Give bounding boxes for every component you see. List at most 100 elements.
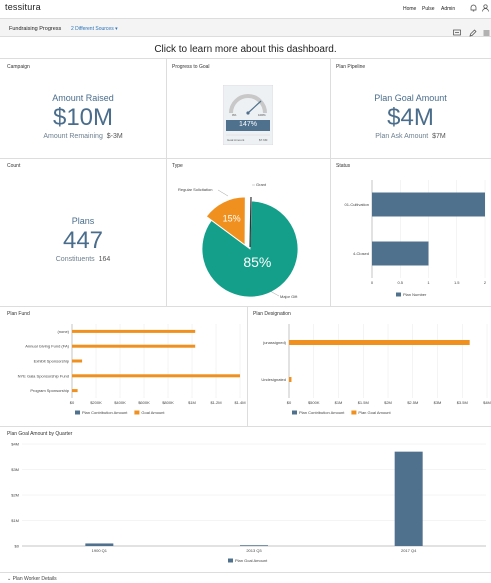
plans-value[interactable]: 447 — [62, 227, 104, 254]
plan-goal-amount-label: Plan Goal Amount — [374, 93, 447, 103]
y-tick-label: $4M — [11, 442, 19, 447]
pie-label-grant: Grant — [256, 182, 267, 187]
sources-dropdown[interactable]: 2 Different Sources ▾ — [71, 26, 118, 32]
bar-goal-amount — [72, 359, 83, 363]
y-tick-label: $1M — [11, 518, 19, 523]
plans-label: Plans — [71, 216, 95, 226]
divider — [330, 58, 331, 158]
pie-slice-grant — [249, 196, 252, 248]
dashboard-info-link[interactable]: Click to learn more about this dashboard… — [154, 44, 337, 55]
divider — [0, 158, 491, 159]
legend-swatch — [75, 410, 80, 415]
y-category-label: Program Sponsorship — [30, 388, 69, 393]
bar-plan-number — [372, 241, 429, 266]
constituents-row: Constituents 164 — [0, 256, 166, 263]
amount-raised-label: Amount Raised — [52, 93, 114, 103]
x-tick-label: 0 — [371, 280, 374, 285]
edit-icon[interactable] — [469, 24, 477, 42]
legend-swatch — [228, 558, 233, 563]
x-tick-label: $4M — [483, 400, 491, 405]
pie-leader-line — [269, 290, 280, 297]
gauge-min-label: 0% — [232, 113, 237, 117]
divider — [247, 306, 248, 426]
status-panel-title: Status — [336, 163, 351, 169]
legend-label: Plan Goal Amount — [358, 410, 391, 415]
plan-fund-bar-chart[interactable]: $0 $200K $400K $600K $800K $1M $1.2M $1.4M (none… — [0, 318, 247, 426]
bar-goal-amount — [72, 374, 240, 378]
fund-panel-title: Plan Fund — [7, 311, 30, 317]
y-category-label: Undesignated — [261, 377, 286, 382]
plan-goal-amount-value[interactable]: $4M — [387, 104, 434, 131]
x-tick-label: $0 — [287, 400, 292, 405]
y-tick-label: $2M — [11, 493, 19, 498]
y-category-label: 4-Closed — [353, 251, 369, 256]
divider — [0, 572, 491, 573]
status-bar-chart[interactable]: 0 0.5 1 1.5 2 01-Cultivation 4-Closed Plan Numb… — [330, 170, 491, 306]
amount-raised-value[interactable]: $10M — [52, 104, 114, 131]
quarter-bar-chart[interactable]: $0 $1M $2M $3M $4M 1900 Q1 2013 Q3 2017 Q4 Plan … — [0, 436, 491, 572]
legend-swatch — [351, 410, 357, 415]
menu-icon[interactable] — [483, 24, 490, 42]
pie-label-major-gift: Major Gift — [280, 294, 298, 299]
present-icon[interactable] — [453, 24, 461, 42]
y-category-label: Annual Giving Fund (FA) — [25, 344, 69, 349]
divider — [330, 158, 331, 306]
x-tick-label: $1.2M — [210, 400, 221, 405]
legend-label: Plan Contribution Amount — [82, 410, 128, 415]
sources-label: 2 Different Sources — [71, 26, 114, 32]
legend-label: Plan Goal Amount — [235, 558, 268, 563]
campaign-panel-title: Campaign — [7, 64, 30, 70]
x-tick-label: $2.5M — [407, 400, 418, 405]
legend-swatch — [134, 410, 140, 415]
x-tick-label: $1.5M — [358, 400, 369, 405]
amount-remaining-row: Amount Remaining $-3M — [0, 133, 166, 140]
x-tick-label: $500K — [308, 400, 320, 405]
plan-worker-details-label: Plan Worker Details — [12, 576, 57, 582]
dashboard-title: Fundraising Progress — [9, 26, 62, 32]
bar-plan-goal-amount — [240, 545, 268, 546]
chevron-down-icon: ▾ — [115, 26, 118, 32]
y-tick-label: $0 — [15, 544, 20, 549]
x-tick-label: 1.5 — [454, 280, 460, 285]
gauge-hub — [246, 111, 250, 115]
pie-slice-value: 15% — [223, 213, 241, 223]
type-panel-title: Type — [172, 163, 183, 169]
type-pie-chart[interactable]: 85% 15% Grant Regular Solicitation Major Gif… — [166, 170, 330, 306]
plan-designation-bar-chart[interactable]: $0 $500K $1M $1.5M $2M $2.5M $3M $3.5M $4M (unass… — [247, 318, 491, 426]
legend-label: Plan Number — [403, 292, 427, 297]
divider — [166, 158, 167, 306]
x-category-label: 2017 Q4 — [401, 548, 417, 553]
progress-gauge[interactable] — [222, 84, 274, 146]
y-category-label: 01-Cultivation — [345, 202, 369, 207]
pie-slice-value: 85% — [243, 254, 271, 270]
plan-worker-details-link[interactable]: ⌄ Plan Worker Details — [7, 576, 57, 582]
pie-leader-line — [217, 189, 229, 197]
gauge-percent: 147% — [239, 121, 257, 128]
constituents-value: 164 — [98, 256, 111, 263]
bar-plan-goal-amount — [85, 543, 114, 546]
x-tick-label: $600K — [138, 400, 150, 405]
legend-label: Goal Amount — [141, 410, 165, 415]
pie-slice-major-gift — [201, 200, 299, 298]
nav-pulse[interactable]: Pulse — [422, 6, 435, 12]
divider — [0, 426, 491, 427]
y-category-label: NYE Gala Sponsorship Fund — [18, 373, 69, 378]
nav-home[interactable]: Home — [403, 6, 417, 12]
gauge-value-box — [226, 120, 270, 131]
gauge-max-label: 100% — [258, 113, 266, 117]
progress-panel-title: Progress to Goal — [172, 64, 210, 70]
user-icon[interactable] — [482, 4, 489, 14]
bar-plan-goal-amount — [289, 377, 292, 382]
nav-admin[interactable]: Admin — [441, 6, 456, 12]
x-tick-label: $3M — [434, 400, 442, 405]
x-tick-label: $200K — [90, 400, 102, 405]
x-tick-label: 0.5 — [397, 280, 403, 285]
bell-icon[interactable] — [470, 4, 477, 14]
expand-icon: ⌄ — [7, 576, 12, 582]
plan-ask-value: $7M — [432, 133, 446, 140]
top-bar — [0, 0, 491, 19]
x-category-label: 2013 Q3 — [246, 548, 262, 553]
tessitura-logo[interactable]: tessitura — [5, 2, 41, 12]
goal-amount-value: $7.6M — [259, 138, 268, 142]
gauge-needle — [247, 100, 262, 114]
